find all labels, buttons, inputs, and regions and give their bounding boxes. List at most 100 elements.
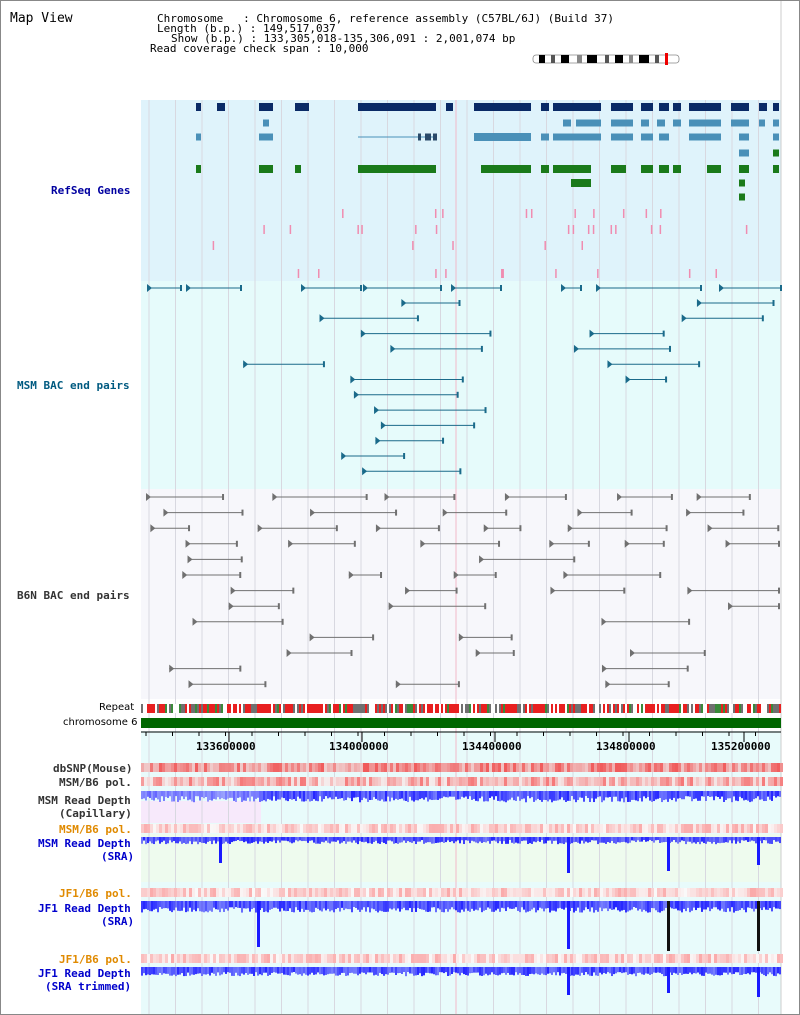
- jf1-depth-sra: [713, 901, 715, 908]
- msm-b6-pol-heat: [153, 777, 156, 786]
- jf1-b6-pol-trim-heat: [582, 954, 585, 963]
- msm-b6-pol-sra-heat: [207, 824, 210, 833]
- msm-depth-cap: [315, 791, 317, 801]
- jf1-b6-pol-trim-heat: [450, 954, 453, 963]
- jf1-depth-trim: [487, 967, 489, 976]
- track-label-msm-depth-sra[interactable]: MSM Read Depth: [38, 837, 131, 850]
- refseq-gene-exon: [571, 179, 591, 187]
- msm-depth-sra: [197, 837, 199, 845]
- repeat-block: [587, 704, 589, 713]
- msm-b6-pol-heat: [660, 777, 663, 786]
- track-label-jf1-b6-pol-1[interactable]: JF1/B6 pol.: [59, 887, 132, 900]
- msm-b6-pol-sra-heat: [429, 824, 432, 833]
- b6n-bac-pair-end: [182, 571, 188, 579]
- jf1-b6-pol-heat: [759, 888, 762, 897]
- track-label-msm-b6-pol-1[interactable]: MSM/B6 pol.: [59, 776, 132, 789]
- msm-depth-cap: [779, 791, 781, 797]
- msm-depth-sra: [323, 837, 325, 843]
- msm-b6-pol-heat: [477, 777, 480, 786]
- jf1-depth-trim: [179, 967, 181, 975]
- msm-b6-pol-heat: [702, 777, 705, 786]
- jf1-depth-sra: [665, 901, 667, 908]
- jf1-depth-sra: [301, 901, 303, 909]
- msm-b6-pol-heat: [342, 777, 345, 786]
- track-label-b6n-bac[interactable]: B6N BAC end pairs: [17, 589, 130, 602]
- track-label-msm-b6-pol-2[interactable]: MSM/B6 pol.: [59, 823, 132, 836]
- b6n-bac-pair-end: [228, 602, 234, 611]
- jf1-depth-trim: [679, 967, 681, 973]
- msm-b6-pol-sra-heat: [378, 824, 381, 833]
- repeat-block: [659, 704, 661, 713]
- chromosome-ideogram[interactable]: [531, 53, 681, 65]
- track-label-jf1-depth-trim[interactable]: JF1 Read Depth: [38, 967, 131, 980]
- msm-b6-pol-heat: [588, 777, 591, 786]
- msm-depth-cap: [419, 791, 421, 800]
- msm-depth-cap: [437, 791, 439, 800]
- jf1-depth-sra: [447, 901, 449, 912]
- jf1-b6-pol-trim-heat: [498, 954, 501, 963]
- jf1-depth-sra: [481, 901, 483, 913]
- msm-depth-cap: [529, 791, 531, 799]
- jf1-depth-sra: [383, 901, 385, 912]
- msm-b6-pol-heat: [372, 777, 375, 786]
- repeat-block: [177, 704, 179, 713]
- msm-b6-pol-sra-heat: [513, 824, 516, 833]
- track-label-dbsnp[interactable]: dbSNP(Mouse): [53, 762, 133, 775]
- jf1-b6-pol-heat: [534, 888, 537, 897]
- track-label-msm-depth-cap[interactable]: MSM Read Depth: [38, 794, 131, 807]
- track-label-jf1-b6-pol-2[interactable]: JF1/B6 pol.: [59, 953, 132, 966]
- msm-depth-cap: [211, 791, 213, 801]
- msm-depth-cap: [677, 791, 679, 799]
- jf1-depth-trim: [189, 967, 191, 976]
- msm-depth-cap: [507, 791, 509, 801]
- msm-b6-pol-sra-heat: [402, 824, 405, 833]
- msm-b6-pol-sra-heat: [525, 824, 528, 833]
- msm-depth-cap: [555, 791, 557, 801]
- track-label-refseq[interactable]: RefSeq Genes: [51, 184, 131, 197]
- repeat-block: [361, 704, 363, 713]
- msm-depth-sra: [625, 837, 627, 843]
- dbsnp-heat: [534, 763, 537, 772]
- track-label-jf1-depth-sra[interactable]: JF1 Read Depth: [38, 902, 131, 915]
- refseq-gene-exon: [739, 165, 749, 173]
- jf1-b6-pol-heat: [243, 888, 246, 897]
- jf1-depth-trim: [195, 967, 197, 975]
- jf1-b6-pol-trim-heat: [144, 954, 147, 963]
- jf1-b6-pol-trim-heat: [222, 954, 225, 963]
- msm-b6-pol-sra-heat: [345, 824, 348, 833]
- jf1-b6-pol-trim-heat: [186, 954, 189, 963]
- jf1-b6-pol-heat: [588, 888, 591, 897]
- repeat-block: [193, 704, 195, 713]
- jf1-depth-sra: [727, 901, 729, 909]
- repeat-block: [265, 704, 267, 713]
- jf1-depth-sra: [193, 901, 195, 910]
- jf1-b6-pol-heat: [483, 888, 486, 897]
- repeat-block: [553, 704, 555, 713]
- repeat-block: [687, 704, 689, 713]
- msm-depth-sra: [373, 837, 375, 843]
- msm-depth-cap: [483, 791, 485, 802]
- msm-depth-sra: [239, 837, 241, 842]
- msm-b6-pol-heat: [345, 777, 348, 786]
- dbsnp-heat: [507, 763, 510, 772]
- track-label-msm-bac[interactable]: MSM BAC end pairs: [17, 379, 130, 392]
- dbsnp-heat: [288, 763, 291, 772]
- jf1-b6-pol-trim-heat: [756, 954, 759, 963]
- repeat-block: [183, 704, 185, 713]
- repeat-block: [371, 704, 373, 713]
- msm-b6-pol-sra-heat: [153, 824, 156, 833]
- jf1-b6-pol-heat: [168, 888, 171, 897]
- jf1-depth-sra: [299, 901, 301, 912]
- jf1-b6-pol-heat: [147, 888, 150, 897]
- jf1-b6-pol-heat: [375, 888, 378, 897]
- msm-b6-pol-sra-heat: [180, 824, 183, 833]
- repeat-block: [255, 704, 257, 713]
- repeat-block: [583, 704, 585, 713]
- jf1-b6-pol-trim-heat: [414, 954, 417, 963]
- refseq-gene-exon: [641, 165, 653, 173]
- msm-b6-pol-heat: [297, 777, 300, 786]
- msm-depth-cap: [603, 791, 605, 801]
- jf1-b6-pol-heat: [309, 888, 312, 897]
- jf1-depth-sra: [429, 901, 431, 912]
